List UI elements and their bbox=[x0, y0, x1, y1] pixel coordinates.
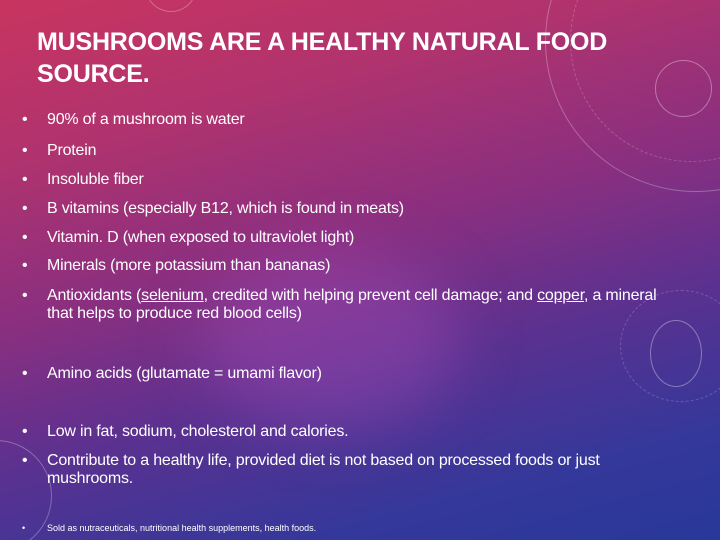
bullet-icon: • bbox=[22, 200, 28, 217]
selenium-link[interactable]: selenium bbox=[141, 287, 204, 304]
text-segment: Antioxidants ( bbox=[47, 287, 142, 304]
bullet-icon: • bbox=[22, 111, 28, 128]
bullet-icon: • bbox=[22, 257, 28, 274]
bullet-text: 90% of a mushroom is water bbox=[47, 111, 245, 128]
bullet-text: Low in fat, sodium, cholesterol and calo… bbox=[47, 423, 349, 440]
bullet-icon: • bbox=[22, 287, 28, 304]
bullet-text: B vitamins (especially B12, which is fou… bbox=[47, 200, 404, 217]
bullet-text: Contribute to a healthy life, provided d… bbox=[47, 452, 600, 487]
bullet-icon: • bbox=[22, 423, 28, 440]
bullet-icon: • bbox=[22, 523, 26, 533]
bullet-text: Antioxidants (selenium, credited with he… bbox=[47, 287, 667, 323]
background-glow bbox=[200, 250, 460, 430]
bullet-text: Vitamin. D (when exposed to ultraviolet … bbox=[47, 229, 355, 246]
copper-link[interactable]: copper bbox=[537, 287, 584, 304]
bullet-text: Minerals (more potassium than bananas) bbox=[47, 257, 331, 274]
bullet-text: Insoluble fiber bbox=[47, 171, 144, 188]
bullet-text: Amino acids (glutamate = umami flavor) bbox=[47, 365, 322, 382]
decorative-ring bbox=[145, 0, 197, 12]
bullet-icon: • bbox=[22, 142, 28, 159]
slide-title: MUSHROOMS ARE A HEALTHY NATURAL FOOD SOU… bbox=[37, 28, 608, 88]
bullet-icon: • bbox=[22, 171, 28, 188]
bullet-text: Sold as nutraceuticals, nutritional heal… bbox=[47, 523, 317, 533]
bullet-icon: • bbox=[22, 365, 28, 382]
decorative-ring bbox=[655, 60, 712, 117]
bullet-icon: • bbox=[22, 452, 28, 469]
text-segment: , a mineral that helps to produce red bl… bbox=[47, 287, 657, 322]
bullet-icon: • bbox=[22, 229, 28, 246]
text-segment: , credited with helping prevent cell dam… bbox=[203, 287, 538, 304]
bullet-text: Protein bbox=[47, 142, 97, 159]
